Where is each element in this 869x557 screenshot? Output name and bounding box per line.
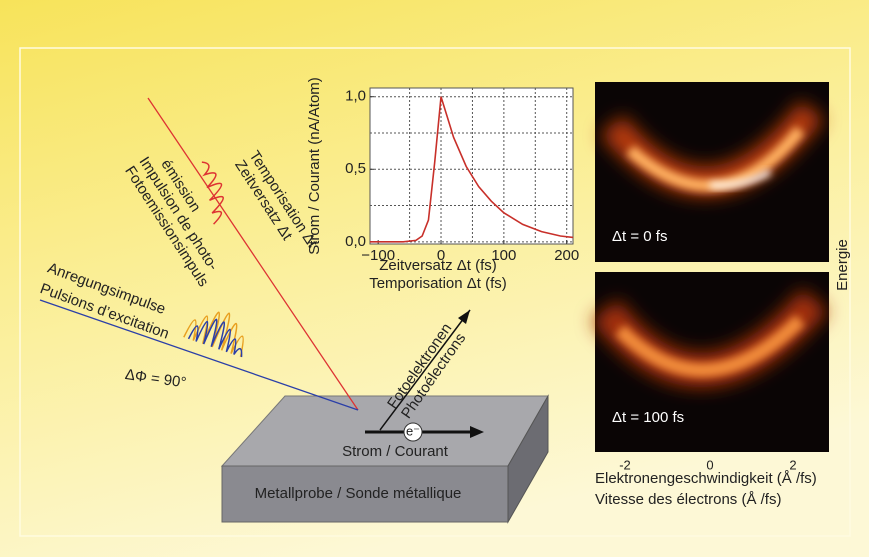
y-tick-label: 0,0 (345, 233, 366, 250)
y-axis-label: Strom / Courant (nA/Atom) (306, 77, 323, 255)
x-axis-label: Vitesse des électrons (Å /fs) (595, 491, 781, 508)
x-tick-label: 200 (554, 247, 579, 264)
panel-label: Δt = 100 fs (612, 409, 684, 426)
x-axis-label: Temporisation Δt (fs) (369, 275, 507, 292)
y-tick-label: 1,0 (345, 88, 366, 105)
current-label: Strom / Courant (342, 443, 449, 460)
arpes-panel: Δt = 100 fs (595, 272, 829, 452)
plot-area (370, 88, 573, 244)
electron-symbol: e⁻ (406, 423, 420, 438)
arpes-panel: Δt = 0 fs (595, 82, 829, 262)
x-axis-label: Elektronengeschwindigkeit (Å /fs) (595, 470, 817, 487)
sample-label: Metallprobe / Sonde métallique (255, 485, 462, 502)
x-axis-label: Zeitversatz Δt (fs) (379, 257, 497, 274)
figure: Metallprobe / Sonde métallique e⁻ Strom … (0, 0, 869, 557)
y-axis-label: Energie (834, 239, 851, 291)
y-tick-label: 0,5 (345, 160, 366, 177)
panel-label: Δt = 0 fs (612, 228, 667, 245)
